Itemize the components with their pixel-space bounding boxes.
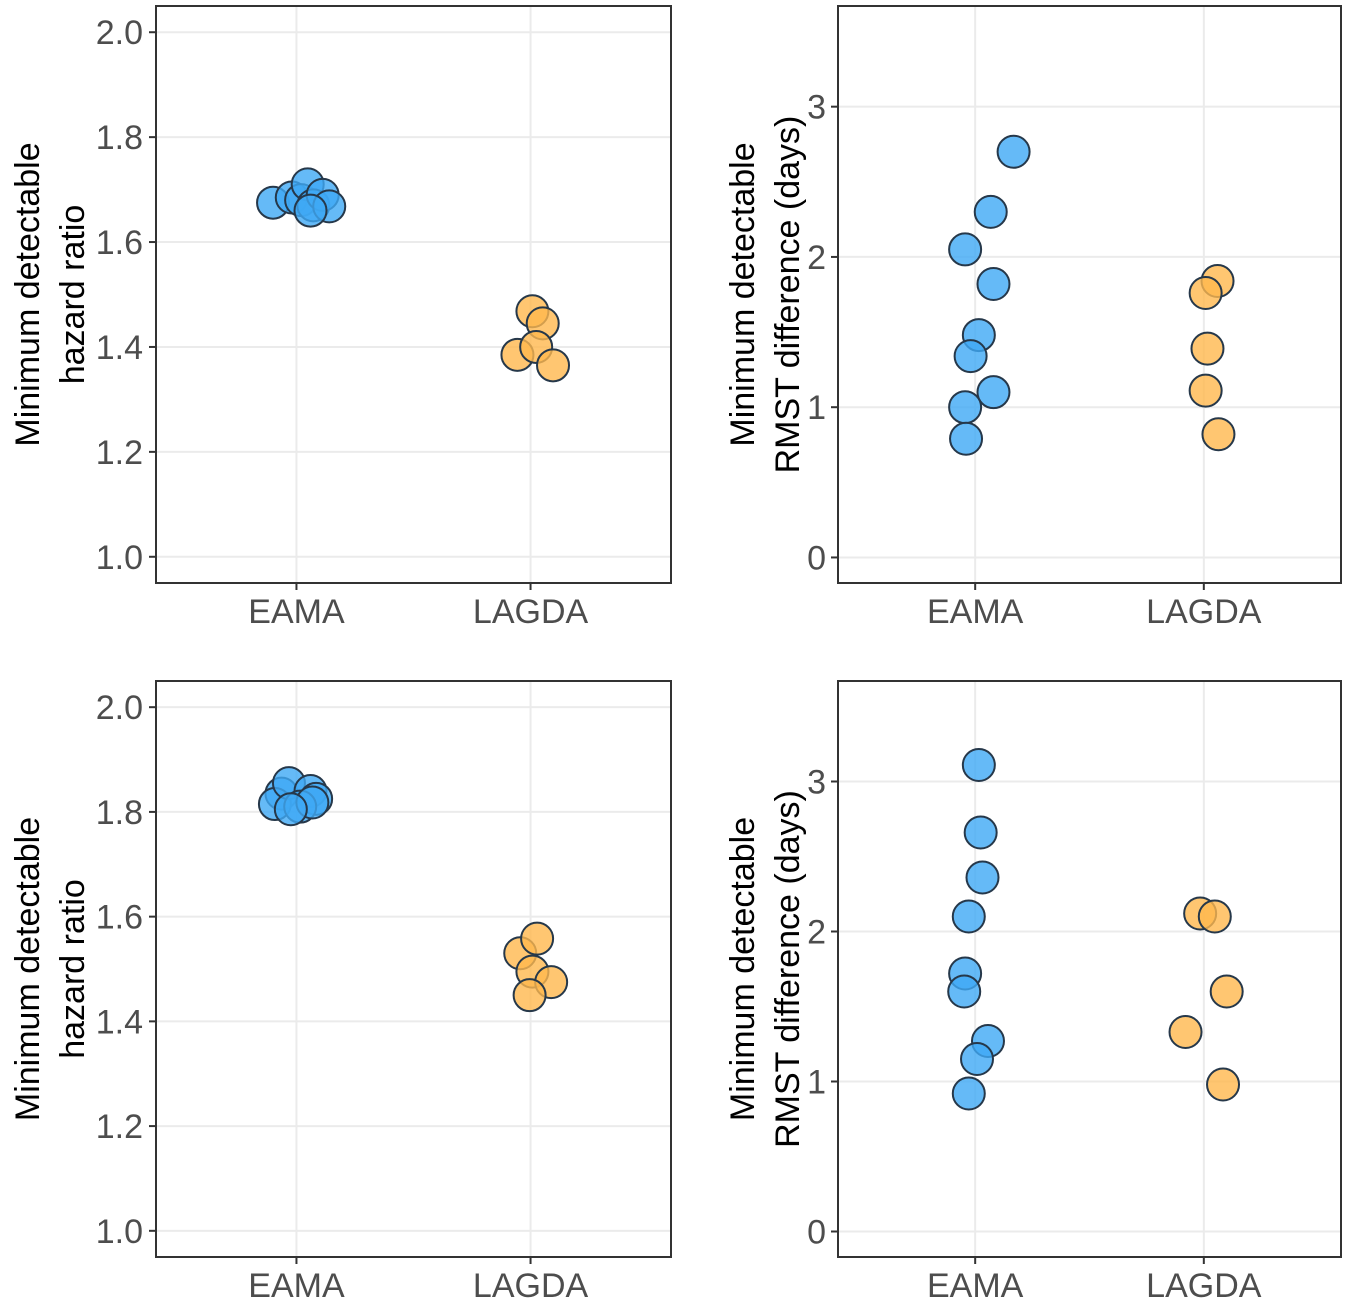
y-axis-title: Minimum detectable [9,817,47,1121]
y-tick-label: 1 [807,389,826,427]
y-axis-title: RMST difference (days) [769,116,807,474]
x-tick-label: LAGDA [473,1267,589,1304]
y-axis-title: Minimum detectable [9,142,47,446]
chart-panel-1: 1.0 1.2 1.4 1.6 1.8 2.0 EAMA LAGDA Minimum detec… [9,5,672,631]
data-point-eama [996,134,1031,169]
data-point-eama [976,266,1011,301]
data-point-lagda [1188,275,1223,310]
data-point-eama [273,792,308,827]
data-point-lagda [1201,417,1236,452]
data-point-eama [947,974,982,1009]
x-tick-label: EAMA [927,593,1024,631]
panel-border [155,5,672,584]
y-tick-label: 1.4 [96,329,143,367]
y-tick-label: 1.6 [96,899,143,937]
chart-panel-3: 1.0 1.2 1.4 1.6 1.8 2.0 EAMA LAGDA Minimum detec… [9,680,672,1304]
data-point-lagda [1209,974,1244,1009]
data-point-lagda [536,348,571,383]
y-axis-title: hazard ratio [54,205,92,385]
panel-background [156,6,671,583]
data-point-eama [973,194,1008,229]
y-axis-title: RMST difference (days) [769,790,807,1148]
y-axis-title: hazard ratio [54,879,92,1059]
data-point-lagda [1206,1067,1241,1102]
data-point-eama [976,375,1011,410]
panel-border [155,680,672,1258]
y-tick-label: 1.8 [96,794,143,832]
data-point-eama [963,815,998,850]
data-point-eama [293,193,328,228]
data-point-lagda [512,978,547,1013]
data-point-eama [960,1042,995,1076]
data-point-eama [951,1076,986,1111]
y-tick-label: 2.0 [96,14,143,52]
y-tick-label: 2 [807,914,826,952]
panel-background [838,6,1341,583]
data-point-eama [948,232,983,267]
y-tick-label: 3 [807,89,826,127]
y-tick-label: 1 [807,1064,826,1102]
y-tick-label: 2 [807,239,826,277]
x-tick-label: LAGDA [1146,593,1262,631]
y-tick-label: 1.2 [96,1108,143,1146]
data-point-eama [953,339,988,374]
y-tick-label: 1.4 [96,1003,143,1041]
y-axis-title: Minimum detectable [724,817,762,1121]
data-point-eama [949,421,984,456]
data-point-lagda [1188,373,1223,408]
chart-panel-4: 0 1 2 3 EAMA LAGDA Minimum detectable RMST diff… [724,680,1342,1304]
y-tick-label: 3 [807,764,826,802]
data-point-eama [951,899,986,934]
y-tick-label: 2.0 [96,689,143,727]
y-axis-title: Minimum detectable [724,142,762,446]
x-tick-label: LAGDA [1146,1267,1262,1304]
panel-border [837,5,1342,584]
y-tick-label: 1.0 [96,1213,143,1251]
y-tick-label: 0 [807,1214,826,1252]
y-tick-label: 0 [807,539,826,577]
panel-background [156,681,671,1257]
panel-background [838,681,1341,1257]
x-tick-label: EAMA [927,1267,1024,1304]
x-tick-label: LAGDA [473,593,589,631]
data-point-eama [948,390,983,425]
data-point-eama [965,860,1000,895]
y-tick-label: 1.0 [96,539,143,577]
panel-border [837,680,1342,1258]
data-point-lagda [520,921,555,956]
y-tick-label: 1.8 [96,119,143,157]
data-point-eama [961,748,996,782]
x-tick-label: EAMA [248,1267,345,1304]
x-tick-label: EAMA [248,593,345,631]
data-point-lagda [1197,899,1232,934]
data-point-lagda [1168,1015,1203,1049]
chart-panel-2: 0 1 2 3 EAMA LAGDA Minimum detectable RMST diff… [724,5,1342,631]
y-tick-label: 1.6 [96,224,143,262]
y-tick-label: 1.2 [96,434,143,472]
data-point-lagda [1190,331,1225,366]
